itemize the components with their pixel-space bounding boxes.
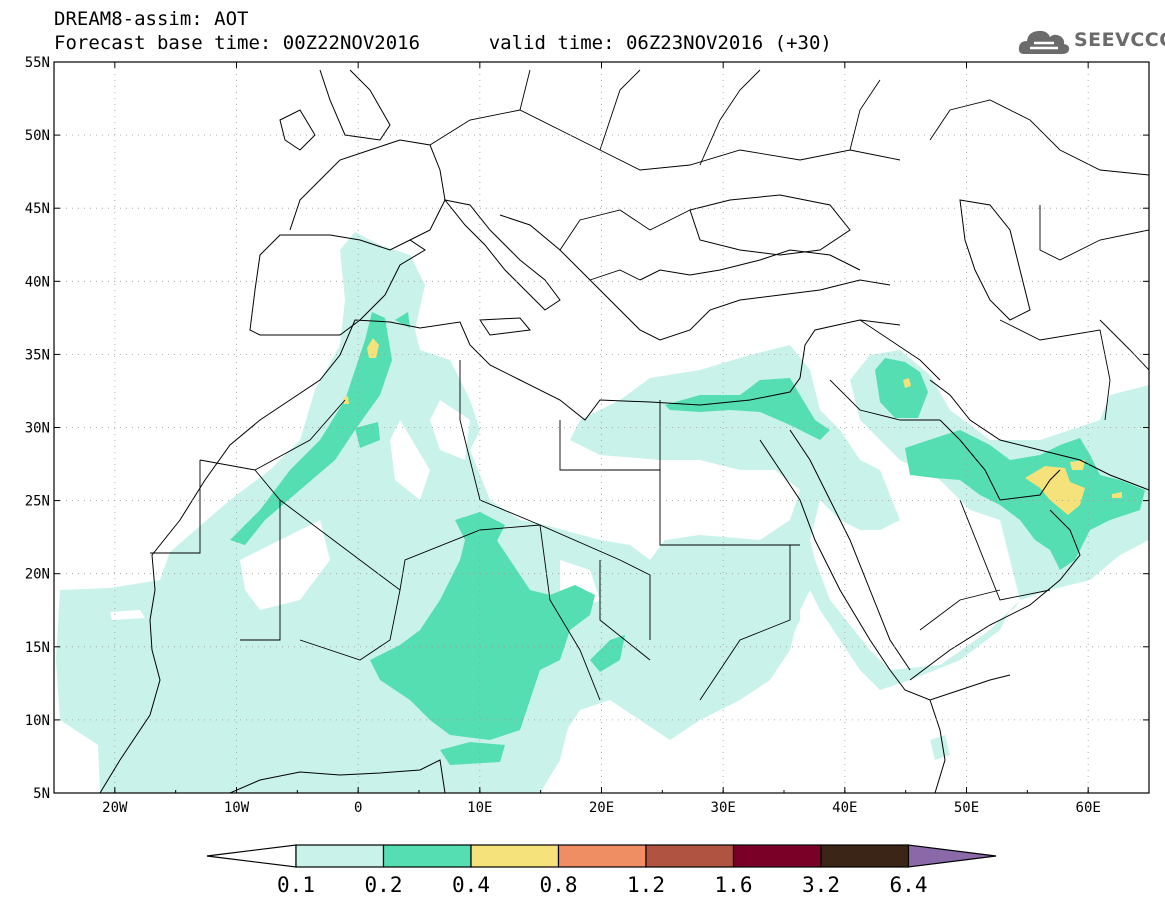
lat-tick-label: 15N	[25, 640, 50, 656]
lon-tick-label: 20W	[102, 800, 128, 816]
colorbar-segment	[645, 844, 735, 868]
forecast-times: Forecast base time: 00Z22NOV2016 valid t…	[54, 32, 832, 54]
aot-shading-0.4	[343, 338, 1122, 515]
valid-time: valid time: 06Z23NOV2016 (+30)	[488, 32, 832, 54]
aot-shading-0.2	[230, 312, 1145, 765]
latitude-labels: 5N 10N 15N 20N 25N 30N 35N 40N 45N 50N 55N	[25, 55, 50, 802]
cloud-icon	[1018, 30, 1070, 54]
colorbar-label: 0.8	[540, 873, 578, 897]
lat-tick-label: 25N	[25, 494, 50, 510]
colorbar-lower-arrow	[206, 844, 297, 868]
colorbar-label: 6.4	[890, 873, 928, 897]
lat-tick-label: 55N	[25, 55, 50, 71]
lon-tick-label: 20E	[589, 800, 614, 816]
seevccc-logo: SEEVCCC	[1016, 20, 1165, 60]
logo-text: SEEVCCC	[1074, 29, 1165, 51]
colorbar-upper-arrow	[907, 844, 997, 868]
lat-tick-label: 45N	[25, 201, 50, 217]
colorbar-segment	[470, 844, 560, 868]
colorbar-labels: 0.1 0.2 0.4 0.8 1.2 1.6 3.2 6.4	[277, 873, 927, 897]
lon-tick-label: 10W	[224, 800, 250, 816]
coastlines	[99, 69, 1149, 793]
lon-tick-label: 50E	[954, 800, 979, 816]
lon-tick-label: 10E	[467, 800, 492, 816]
axis-ticks	[53, 61, 1150, 794]
colorbar-segment	[295, 844, 385, 868]
lon-tick-label: 0	[354, 800, 362, 816]
lat-tick-label: 50N	[25, 128, 50, 144]
colorbar-segment	[732, 844, 822, 868]
lon-tick-label: 30E	[711, 800, 736, 816]
colorbar-segment	[382, 844, 472, 868]
lat-tick-label: 40N	[25, 274, 50, 290]
map-area	[54, 62, 1149, 793]
colorbar-segment	[557, 844, 647, 868]
colorbar-label: 0.4	[452, 873, 490, 897]
colorbar-label: 0.1	[277, 873, 315, 897]
lon-tick-label: 60E	[1076, 800, 1101, 816]
grid-lines	[54, 62, 1149, 793]
country-borders	[150, 69, 1149, 701]
model-title: DREAM8-assim: AOT	[54, 8, 249, 30]
lat-tick-label: 20N	[25, 567, 50, 583]
colorbar-label: 3.2	[802, 873, 840, 897]
colorbar-label: 1.2	[627, 873, 665, 897]
longitude-labels: 20W 10W 0 10E 20E 30E 40E 50E 60E	[102, 800, 1101, 816]
lat-tick-label: 10N	[25, 713, 50, 729]
colorbar	[206, 844, 997, 868]
lat-tick-label: 30N	[25, 421, 50, 437]
lon-tick-label: 40E	[832, 800, 857, 816]
colorbar-segment	[820, 844, 910, 868]
base-time: Forecast base time: 00Z22NOV2016	[54, 32, 421, 54]
lat-tick-label: 35N	[25, 347, 50, 363]
colorbar-label: 0.2	[365, 873, 403, 897]
lat-tick-label: 5N	[33, 786, 50, 802]
colorbar-label: 1.6	[715, 873, 753, 897]
